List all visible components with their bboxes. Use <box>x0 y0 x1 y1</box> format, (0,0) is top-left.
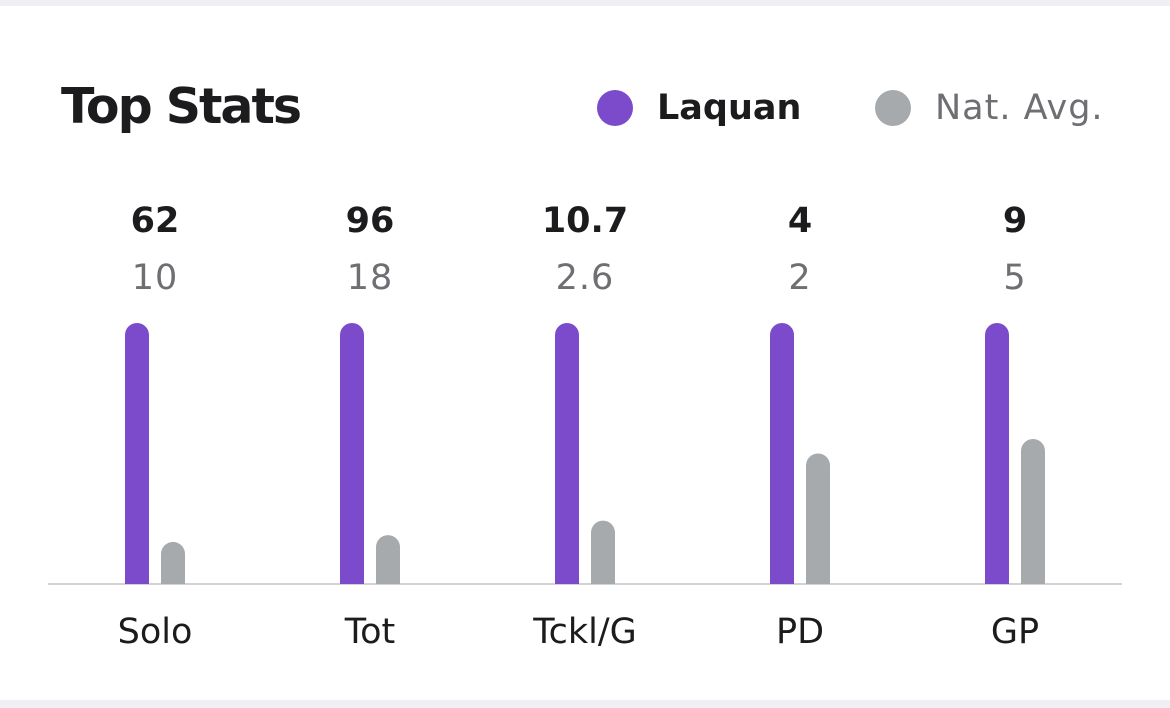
bar-average-gp <box>1021 439 1045 584</box>
category-label: Solo <box>118 612 193 652</box>
bar-player-gp <box>985 323 1009 584</box>
legend-item-player: Laquan <box>597 88 801 128</box>
legend-label-player: Laquan <box>657 87 802 128</box>
bar-player-tot <box>340 323 364 584</box>
legend-dot-player <box>597 90 633 126</box>
bar-player-solo <box>125 323 149 584</box>
category-label: PD <box>776 612 824 652</box>
value-label-player: 62 <box>131 201 180 241</box>
value-label-player: 10.7 <box>542 201 628 241</box>
category-label: Tot <box>344 612 396 652</box>
bar-player-tcklg <box>555 323 579 584</box>
value-label-player: 96 <box>346 201 395 241</box>
value-label-average: 18 <box>347 258 394 298</box>
bar-average-pd <box>806 453 830 584</box>
value-label-player: 9 <box>1003 201 1027 241</box>
category-label: Tckl/G <box>532 612 637 652</box>
bar-average-tcklg <box>591 520 615 584</box>
value-label-player: 4 <box>788 201 812 241</box>
category-label: GP <box>991 612 1039 652</box>
bar-average-tot <box>376 535 400 584</box>
value-label-average: 2.6 <box>556 258 615 298</box>
bar-average-solo <box>161 541 185 584</box>
legend-dot-average <box>875 90 911 126</box>
value-label-average: 5 <box>1003 258 1026 298</box>
value-label-average: 2 <box>788 258 811 298</box>
legend-item-average: Nat. Avg. <box>875 88 1104 128</box>
bar-player-pd <box>770 323 794 584</box>
legend-label-average: Nat. Avg. <box>935 87 1104 128</box>
chart-title: Top Stats <box>61 78 302 135</box>
value-label-average: 10 <box>132 258 179 298</box>
